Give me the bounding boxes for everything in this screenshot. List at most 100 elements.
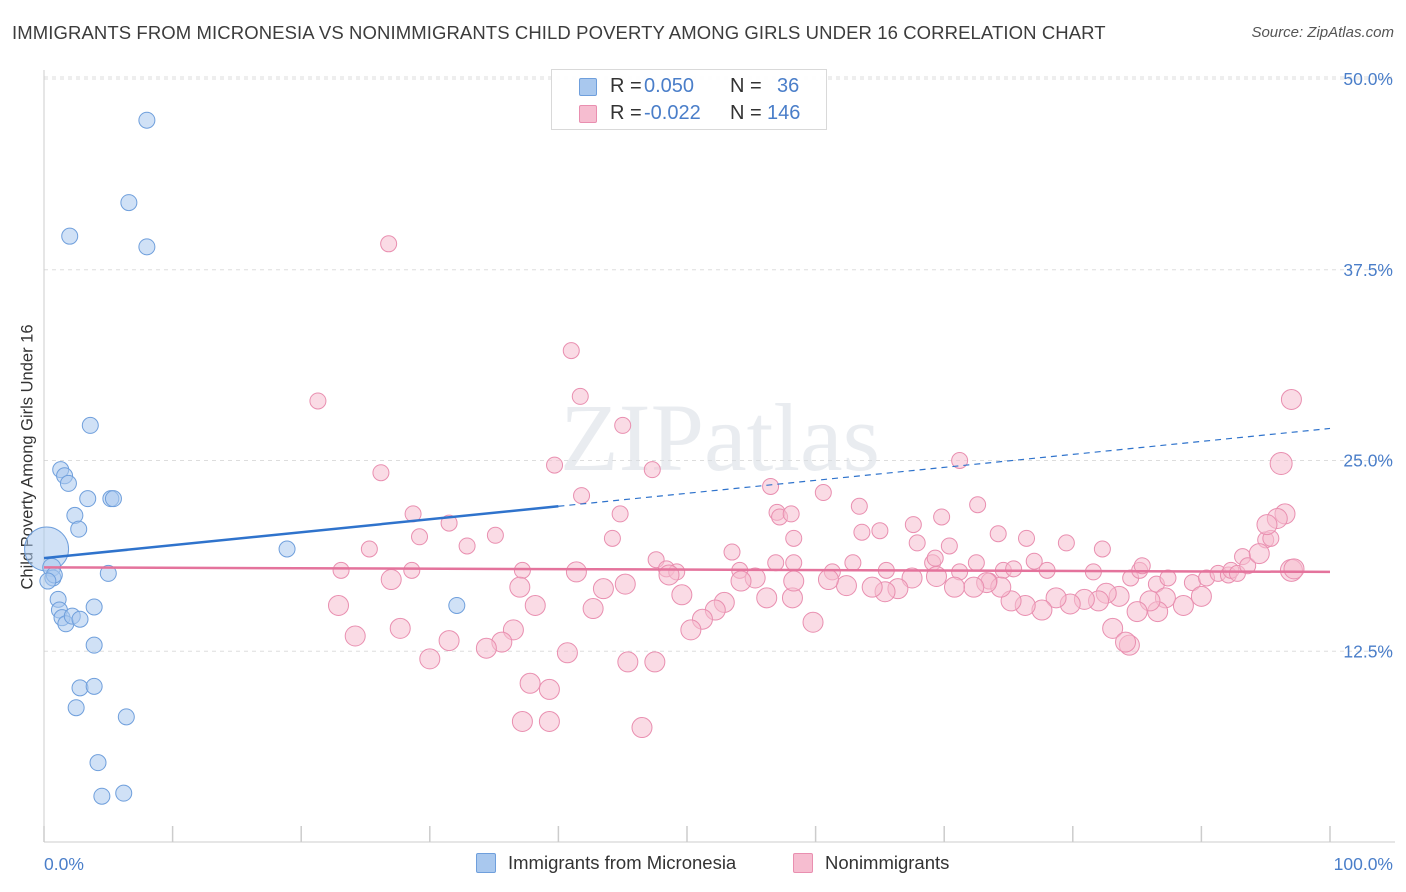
x-tick-label-min: 0.0% (44, 854, 84, 874)
trend-layer (43, 427, 1331, 574)
source-credit: Source: ZipAtlas.com (1251, 24, 1394, 41)
point-micronesia (104, 490, 122, 508)
point-nonimmigrants (486, 526, 504, 544)
point-nonimmigrants (871, 522, 889, 540)
point-micronesia (278, 540, 296, 558)
point-nonimmigrants (933, 508, 951, 526)
point-nonimmigrants (524, 594, 546, 616)
legend-r-value-micronesia: 0.050 (644, 75, 695, 97)
point-nonimmigrants (556, 642, 578, 664)
point-nonimmigrants (1248, 543, 1270, 565)
legend-row-micronesia: R = 0.050 N = 36 (552, 74, 826, 100)
point-micronesia (99, 564, 117, 582)
point-nonimmigrants (767, 554, 785, 572)
point-nonimmigrants (762, 477, 780, 495)
y-tick-label: 12.5% (1343, 641, 1393, 661)
point-nonimmigrants (582, 598, 604, 620)
point-nonimmigrants (904, 516, 922, 534)
trend-line-micronesia (43, 505, 559, 560)
point-nonimmigrants (861, 576, 883, 598)
point-nonimmigrants (419, 648, 441, 670)
point-nonimmigrants (344, 625, 366, 647)
point-nonimmigrants (1269, 452, 1293, 476)
point-micronesia (138, 238, 156, 256)
point-nonimmigrants (475, 637, 497, 659)
bottom-legend-label-micronesia: Immigrants from Micronesia (508, 852, 737, 873)
point-nonimmigrants (614, 416, 632, 434)
point-nonimmigrants (332, 561, 350, 579)
x-tick-label-max: 100.0% (1334, 854, 1393, 874)
point-micronesia (71, 679, 89, 697)
point-nonimmigrants (565, 561, 587, 583)
point-nonimmigrants (1005, 560, 1023, 578)
point-nonimmigrants (926, 549, 944, 567)
point-nonimmigrants (438, 630, 460, 652)
point-nonimmigrants (1283, 558, 1305, 580)
point-nonimmigrants (671, 584, 693, 606)
legend-r-label: R = (610, 102, 642, 124)
trend-line-nonimmigrants (43, 566, 1331, 574)
point-nonimmigrants (380, 235, 398, 253)
point-nonimmigrants (1239, 557, 1257, 575)
point-nonimmigrants (908, 534, 926, 552)
point-nonimmigrants (785, 554, 803, 572)
point-micronesia (71, 610, 89, 628)
point-micronesia (85, 677, 103, 695)
point-nonimmigrants (680, 619, 702, 641)
legend-swatch-nonimmigrants (579, 105, 597, 123)
point-nonimmigrants (538, 678, 560, 700)
legend-row-nonimmigrants: R = -0.022 N = 146 (552, 101, 826, 127)
watermark: ZIPatlas (560, 384, 880, 491)
point-micronesia (39, 572, 57, 590)
legend-n-value-micronesia: 36 (777, 75, 800, 97)
point-nonimmigrants (943, 576, 965, 598)
point-nonimmigrants (1102, 617, 1124, 639)
chart-title: IMMIGRANTS FROM MICRONESIA VS NONIMMIGRA… (12, 22, 1106, 43)
point-nonimmigrants (327, 594, 349, 616)
point-nonimmigrants (411, 528, 429, 546)
point-nonimmigrants (963, 576, 985, 598)
point-nonimmigrants (850, 497, 868, 515)
point-nonimmigrants (509, 576, 531, 598)
point-nonimmigrants (360, 540, 378, 558)
point-micronesia (67, 699, 85, 717)
point-micronesia (59, 474, 77, 492)
point-nonimmigrants (814, 484, 832, 502)
point-micronesia (117, 708, 135, 726)
point-nonimmigrants (603, 529, 621, 547)
point-micronesia (79, 490, 97, 508)
point-nonimmigrants (511, 710, 533, 732)
point-nonimmigrants (802, 611, 824, 633)
point-nonimmigrants (940, 537, 958, 555)
point-nonimmigrants (1159, 569, 1177, 587)
point-nonimmigrants (1093, 540, 1111, 558)
tick-layer: 12.5% 25.0% 37.5% 50.0% 0.0% 100.0% (44, 69, 1393, 874)
point-nonimmigrants (372, 464, 390, 482)
point-nonimmigrants (592, 578, 614, 600)
point-nonimmigrants (901, 567, 923, 589)
point-nonimmigrants (658, 564, 680, 586)
legend-r-label: R = (610, 75, 642, 97)
point-nonimmigrants (782, 505, 800, 523)
point-nonimmigrants (989, 525, 1007, 543)
point-nonimmigrants (562, 342, 580, 360)
point-nonimmigrants (1126, 601, 1148, 623)
point-nonimmigrants (1057, 534, 1075, 552)
point-nonimmigrants (817, 569, 839, 591)
point-micronesia (61, 227, 79, 245)
point-nonimmigrants (571, 387, 589, 405)
point-nonimmigrants (403, 561, 421, 579)
point-micronesia (448, 596, 466, 614)
point-nonimmigrants (967, 554, 985, 572)
point-nonimmigrants (538, 710, 560, 732)
point-nonimmigrants (951, 452, 969, 469)
point-nonimmigrants (643, 461, 661, 479)
point-micronesia (81, 416, 99, 434)
point-nonimmigrants (644, 651, 666, 673)
legend-n-label: N = (730, 75, 762, 97)
bottom-legend-swatch-nonimmigrants (793, 853, 813, 873)
point-nonimmigrants (1133, 557, 1151, 575)
point-nonimmigrants (631, 717, 653, 739)
point-nonimmigrants (853, 523, 871, 541)
legend-r-value-nonimmigrants: -0.022 (644, 102, 701, 124)
